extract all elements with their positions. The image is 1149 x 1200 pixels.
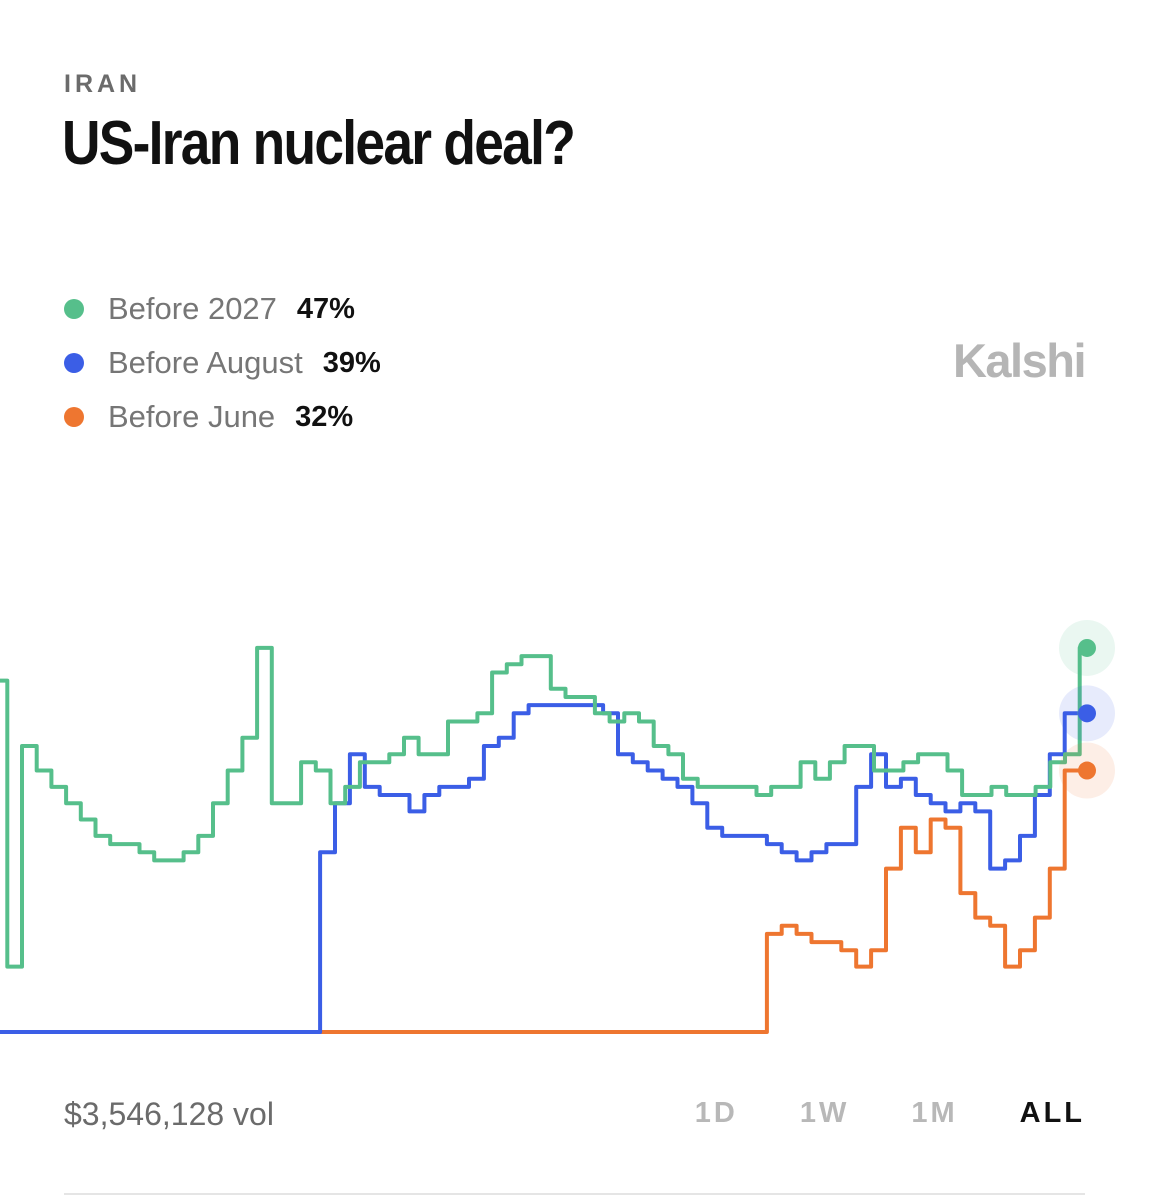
line-chart bbox=[0, 619, 1115, 1034]
endpoint-marker-before-2027[interactable] bbox=[1078, 638, 1096, 657]
legend-value: 39% bbox=[322, 346, 381, 379]
legend-value: 32% bbox=[295, 400, 354, 433]
legend-item-before-june[interactable]: Before June 32% bbox=[64, 390, 381, 444]
legend-label: Before June bbox=[108, 399, 276, 434]
bottom-divider bbox=[64, 1193, 1085, 1195]
legend-label: Before 2027 bbox=[108, 291, 277, 326]
range-button-1w[interactable]: 1W bbox=[799, 1097, 850, 1129]
kalshi-logo: Kalshi bbox=[952, 334, 1087, 387]
legend-dot bbox=[64, 299, 84, 319]
endpoint-marker-before-august[interactable] bbox=[1078, 704, 1096, 723]
series-line-before-august bbox=[0, 703, 1087, 1034]
time-range-selector: 1D 1W 1M ALL bbox=[633, 1097, 1085, 1130]
series-line-before-june bbox=[0, 768, 1087, 1034]
category-label: IRAN bbox=[64, 70, 142, 98]
range-button-all[interactable]: ALL bbox=[1019, 1097, 1085, 1129]
range-button-1d[interactable]: 1D bbox=[694, 1097, 738, 1129]
endpoint-marker-before-june[interactable] bbox=[1078, 761, 1096, 780]
legend-label: Before August bbox=[108, 345, 303, 380]
page-title: US-Iran nuclear deal? bbox=[62, 109, 576, 178]
legend-item-before-2027[interactable]: Before 2027 47% bbox=[64, 282, 381, 336]
legend-value: 47% bbox=[296, 292, 355, 325]
volume-text: $3,546,128 vol bbox=[64, 1096, 274, 1132]
range-button-1m[interactable]: 1M bbox=[911, 1097, 958, 1129]
legend-dot bbox=[64, 407, 84, 427]
series-line-before-2027 bbox=[0, 645, 1087, 969]
chart-legend: Before 2027 47% Before August 39% Before… bbox=[64, 282, 381, 444]
legend-item-before-august[interactable]: Before August 39% bbox=[64, 336, 381, 390]
legend-dot bbox=[64, 353, 84, 373]
